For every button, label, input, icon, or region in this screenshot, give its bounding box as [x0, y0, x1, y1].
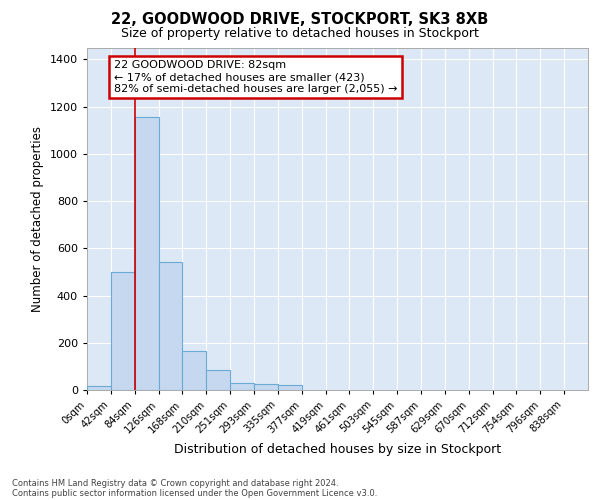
Bar	[111, 272, 135, 390]
Text: 22 GOODWOOD DRIVE: 82sqm
← 17% of detached houses are smaller (423)
82% of semi-: 22 GOODWOOD DRIVE: 82sqm ← 17% of detach…	[113, 60, 397, 94]
Bar	[206, 370, 230, 390]
X-axis label: Distribution of detached houses by size in Stockport: Distribution of detached houses by size …	[174, 443, 501, 456]
Bar	[158, 262, 182, 390]
Bar	[87, 386, 111, 390]
Bar	[135, 117, 158, 390]
Text: Contains HM Land Registry data © Crown copyright and database right 2024.: Contains HM Land Registry data © Crown c…	[12, 478, 338, 488]
Bar	[278, 386, 302, 390]
Bar	[182, 351, 206, 390]
Y-axis label: Number of detached properties: Number of detached properties	[31, 126, 44, 312]
Text: Size of property relative to detached houses in Stockport: Size of property relative to detached ho…	[121, 28, 479, 40]
Text: Contains public sector information licensed under the Open Government Licence v3: Contains public sector information licen…	[12, 488, 377, 498]
Bar	[230, 383, 254, 390]
Bar	[254, 384, 278, 390]
Text: 22, GOODWOOD DRIVE, STOCKPORT, SK3 8XB: 22, GOODWOOD DRIVE, STOCKPORT, SK3 8XB	[112, 12, 488, 28]
